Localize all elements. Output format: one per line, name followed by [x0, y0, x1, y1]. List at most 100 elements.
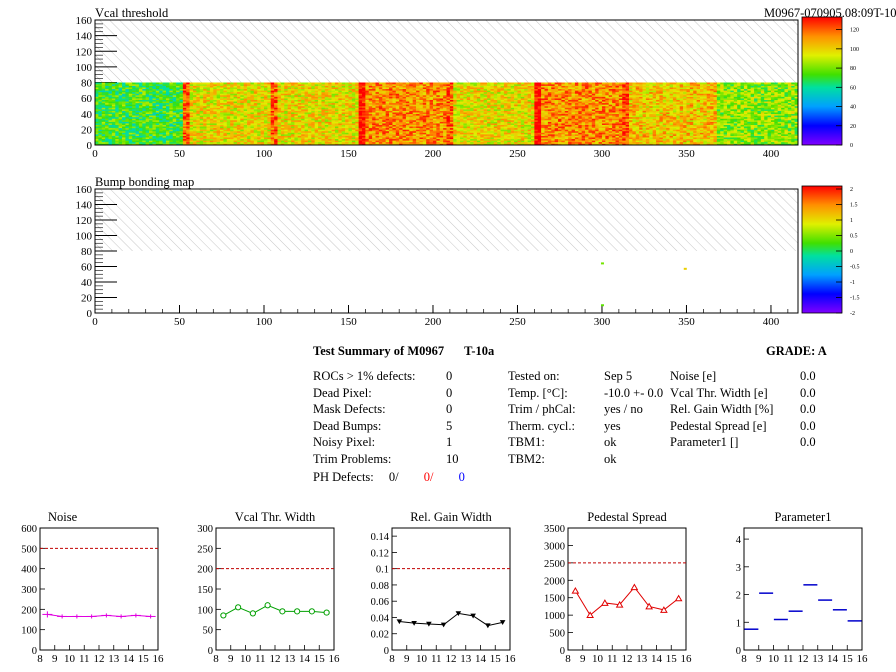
- threshold-cell: [122, 118, 126, 121]
- threshold-cell: [439, 95, 444, 97]
- threshold-cell: [193, 104, 197, 107]
- threshold-cell: [365, 115, 370, 118]
- threshold-cell: [135, 140, 140, 143]
- threshold-cell: [490, 135, 495, 138]
- threshold-cell: [101, 90, 106, 93]
- threshold-cell: [301, 102, 305, 105]
- threshold-cell: [460, 104, 464, 107]
- threshold-cell: [412, 101, 417, 104]
- threshold-cell: [443, 124, 447, 127]
- threshold-cell: [405, 90, 410, 93]
- threshold-cell: [392, 87, 397, 90]
- threshold-cell: [111, 95, 116, 97]
- threshold-cell: [395, 109, 400, 111]
- threshold-cell: [236, 101, 241, 104]
- threshold-cell: [399, 98, 403, 100]
- threshold-cell: [432, 127, 437, 130]
- threshold-cell: [128, 116, 133, 119]
- threshold-cell: [493, 135, 498, 138]
- threshold-cell: [301, 141, 305, 144]
- threshold-cell: [328, 88, 332, 91]
- threshold-cell: [436, 129, 441, 132]
- threshold-cell: [209, 141, 214, 144]
- threshold-cell: [277, 132, 282, 135]
- threshold-cell: [186, 93, 190, 96]
- threshold-cell: [473, 93, 478, 96]
- threshold-cell: [223, 101, 228, 104]
- threshold-cell: [155, 96, 160, 99]
- threshold-cell: [240, 101, 245, 104]
- threshold-cell: [487, 115, 491, 118]
- threshold-cell: [196, 110, 201, 113]
- threshold-cell: [105, 127, 109, 130]
- threshold-cell: [203, 95, 207, 97]
- threshold-cell: [304, 129, 309, 132]
- threshold-cell: [263, 140, 268, 143]
- threshold-cell: [318, 115, 322, 118]
- threshold-cell: [375, 82, 380, 85]
- threshold-cell: [108, 112, 113, 115]
- threshold-cell: [439, 134, 444, 136]
- threshold-cell: [453, 101, 457, 104]
- threshold-cell: [314, 141, 319, 144]
- threshold-cell: [145, 88, 150, 91]
- threshold-cell: [402, 84, 407, 86]
- threshold-cell: [405, 127, 410, 130]
- threshold-cell: [382, 126, 386, 129]
- threshold-cell: [355, 87, 359, 90]
- threshold-cell: [345, 110, 349, 113]
- threshold-cell: [186, 95, 190, 97]
- threshold-cell: [206, 99, 211, 102]
- threshold-cell: [138, 109, 143, 111]
- vcal-threshold-cells: [95, 82, 799, 146]
- threshold-cell: [473, 104, 478, 107]
- threshold-cell: [196, 95, 201, 97]
- threshold-cell: [243, 126, 248, 129]
- threshold-cell: [355, 113, 359, 116]
- threshold-cell: [220, 98, 224, 100]
- threshold-cell: [419, 126, 424, 129]
- threshold-cell: [395, 140, 400, 143]
- threshold-cell: [345, 104, 349, 107]
- threshold-cell: [199, 124, 204, 127]
- threshold-cell: [280, 84, 285, 86]
- threshold-cell: [193, 95, 197, 97]
- threshold-cell: [470, 110, 474, 113]
- threshold-cell: [291, 91, 295, 94]
- threshold-cell: [243, 82, 248, 85]
- threshold-cell: [118, 85, 123, 88]
- threshold-cell: [358, 102, 363, 105]
- threshold-cell: [476, 93, 481, 96]
- threshold-cell: [284, 137, 288, 140]
- threshold-cell: [358, 91, 363, 94]
- threshold-cell: [334, 102, 339, 105]
- threshold-cell: [416, 126, 420, 129]
- threshold-cell: [199, 98, 204, 100]
- threshold-cell: [497, 87, 501, 90]
- threshold-cell: [226, 124, 231, 127]
- threshold-cell: [291, 134, 295, 136]
- threshold-cell: [203, 126, 207, 129]
- threshold-cell: [149, 105, 153, 108]
- threshold-cell: [331, 141, 336, 144]
- threshold-cell: [351, 113, 356, 116]
- threshold-cell: [311, 124, 315, 127]
- threshold-cell: [193, 129, 197, 132]
- threshold-cell: [483, 104, 488, 107]
- threshold-cell: [419, 104, 424, 107]
- threshold-cell: [503, 90, 508, 93]
- threshold-cell: [378, 116, 383, 119]
- threshold-cell: [372, 84, 376, 86]
- threshold-cell: [226, 112, 231, 115]
- threshold-cell: [233, 141, 238, 144]
- threshold-cell: [105, 115, 109, 118]
- threshold-cell: [348, 123, 353, 125]
- threshold-cell: [162, 132, 167, 135]
- threshold-cell: [135, 96, 140, 99]
- threshold-cell: [176, 93, 180, 96]
- threshold-cell: [368, 99, 373, 102]
- threshold-cell: [263, 127, 268, 130]
- threshold-cell: [243, 96, 248, 99]
- threshold-cell: [165, 105, 170, 108]
- threshold-cell: [419, 110, 424, 113]
